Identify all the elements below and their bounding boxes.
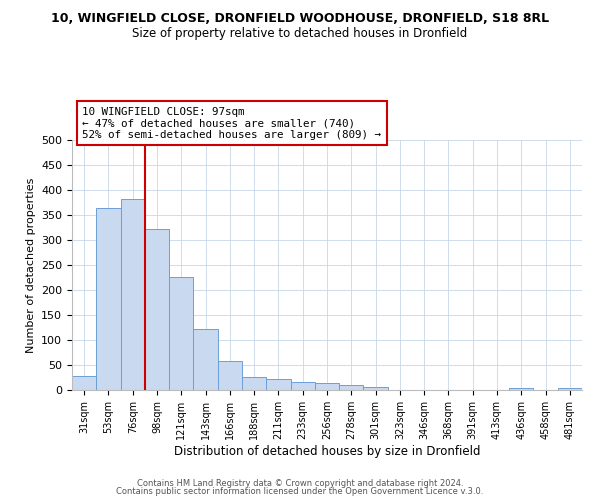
Text: 10, WINGFIELD CLOSE, DRONFIELD WOODHOUSE, DRONFIELD, S18 8RL: 10, WINGFIELD CLOSE, DRONFIELD WOODHOUSE… bbox=[51, 12, 549, 26]
Bar bbox=[339, 385, 364, 390]
X-axis label: Distribution of detached houses by size in Dronfield: Distribution of detached houses by size … bbox=[174, 444, 480, 458]
Y-axis label: Number of detached properties: Number of detached properties bbox=[26, 178, 35, 352]
Bar bbox=[169, 277, 193, 390]
Text: 10 WINGFIELD CLOSE: 97sqm
← 47% of detached houses are smaller (740)
52% of semi: 10 WINGFIELD CLOSE: 97sqm ← 47% of detac… bbox=[82, 107, 381, 140]
Bar bbox=[96, 208, 121, 390]
Bar bbox=[145, 228, 169, 390]
Bar bbox=[315, 383, 339, 390]
Bar bbox=[364, 387, 388, 390]
Bar bbox=[218, 361, 242, 390]
Text: Contains public sector information licensed under the Open Government Licence v.: Contains public sector information licen… bbox=[116, 488, 484, 496]
Bar bbox=[266, 379, 290, 390]
Bar bbox=[290, 382, 315, 390]
Bar bbox=[242, 376, 266, 390]
Bar bbox=[121, 199, 145, 390]
Text: Size of property relative to detached houses in Dronfield: Size of property relative to detached ho… bbox=[133, 28, 467, 40]
Text: Contains HM Land Registry data © Crown copyright and database right 2024.: Contains HM Land Registry data © Crown c… bbox=[137, 478, 463, 488]
Bar bbox=[558, 388, 582, 390]
Bar bbox=[509, 388, 533, 390]
Bar bbox=[72, 376, 96, 390]
Bar bbox=[193, 329, 218, 390]
